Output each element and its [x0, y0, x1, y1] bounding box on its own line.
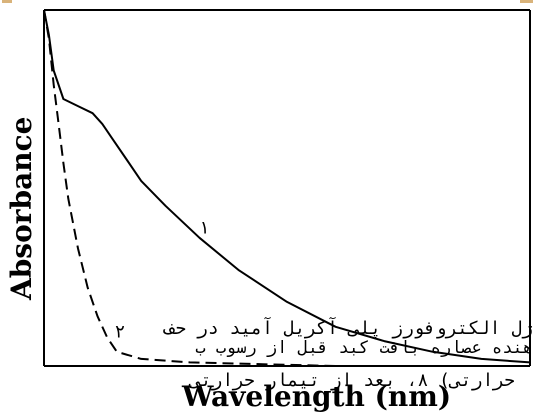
top-strip [0, 0, 533, 6]
caption-line-3: حرارتی) ۸، بعد از تیمار حرارتی [189, 370, 515, 391]
x-axis-label: Wavelength (nm) [182, 380, 452, 413]
top-accent-left [2, 0, 12, 3]
axes [43, 9, 531, 367]
top-accent-right [520, 0, 533, 3]
y-axis-label: Absorbance [5, 116, 38, 300]
series-lines [43, 9, 531, 367]
series-line-1 [43, 9, 531, 364]
caption-line-1: ژل الکتروفورز پلی آکریل آمید در حف [164, 318, 533, 339]
series-line-2 [43, 9, 530, 367]
series-label-1: ۱ [200, 218, 210, 239]
series-labels: ۱۲ [115, 218, 209, 343]
caption-line-2: هنده عصاره بافت کبد قبل از رسوب ب [195, 338, 533, 358]
series-label-2: ۲ [115, 322, 125, 343]
